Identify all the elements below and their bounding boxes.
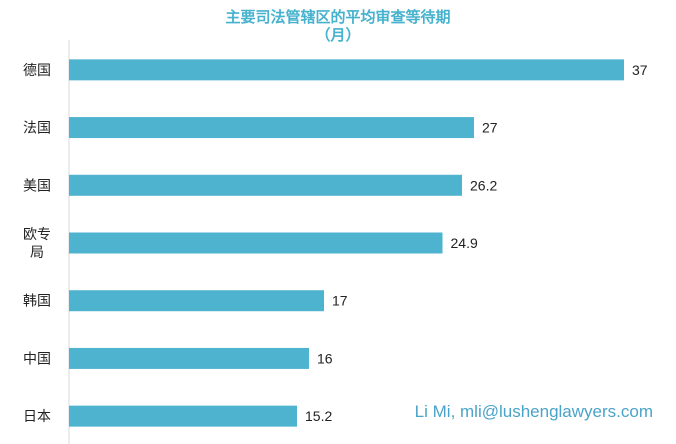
category-label-4-line-1: 欧专 <box>23 227 51 243</box>
author-credit: Li Mi, mli@lushenglawyers.com <box>415 402 653 421</box>
chart-title: 主要司法管辖区的平均审查等待期 <box>225 8 450 26</box>
value-label-1: 37 <box>632 62 648 78</box>
value-label-3: 26.2 <box>470 177 497 193</box>
category-label-7: 日本 <box>23 409 51 425</box>
category-label-1: 德国 <box>23 63 51 79</box>
chart-subtitle: （月） <box>315 26 360 44</box>
value-label-6: 16 <box>317 350 333 366</box>
bar-group: 37 德国 27 法国 26.2 美国 24.9 欧专局 17 韩国 16 中国 15.2 日本 <box>23 59 648 427</box>
category-label-4-line-2: 局 <box>30 245 44 261</box>
bar-1 <box>69 59 624 81</box>
value-label-4: 24.9 <box>451 235 478 251</box>
bar-4 <box>69 232 443 254</box>
category-label-3: 美国 <box>23 178 51 194</box>
value-label-7: 15.2 <box>305 408 332 424</box>
category-label-5: 韩国 <box>23 294 51 310</box>
bar-3 <box>69 174 462 196</box>
category-label-6: 中国 <box>23 351 51 367</box>
bar-5 <box>69 290 324 312</box>
bar-7 <box>69 405 297 427</box>
bar-6 <box>69 347 309 369</box>
value-label-5: 17 <box>332 293 348 309</box>
bar-2 <box>69 117 474 139</box>
value-label-2: 27 <box>482 120 498 136</box>
category-label-2: 法国 <box>23 121 51 137</box>
